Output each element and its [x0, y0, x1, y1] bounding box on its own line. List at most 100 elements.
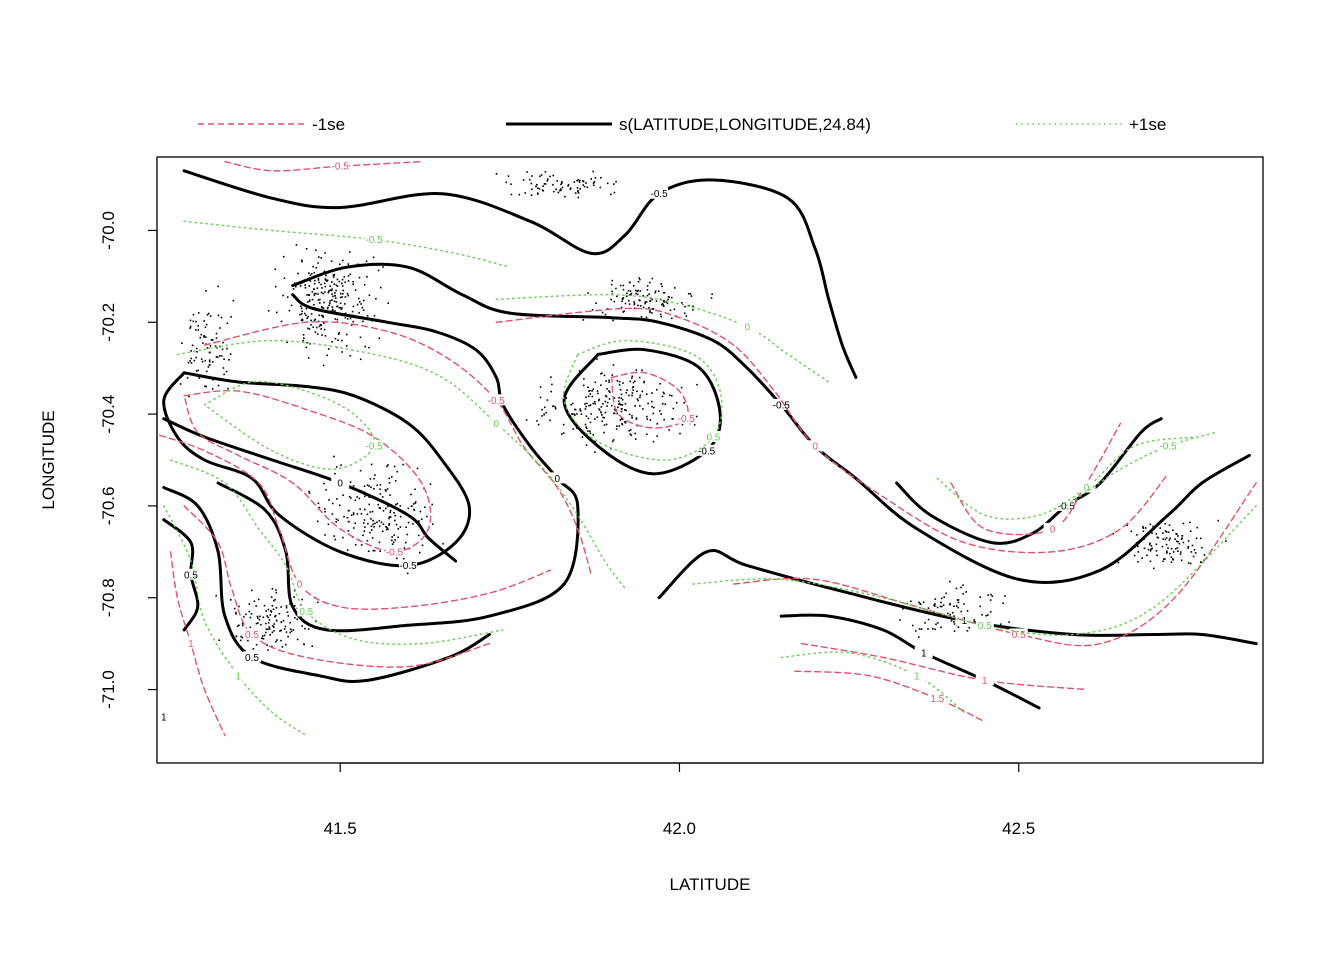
- data-point: [333, 273, 336, 276]
- data-point: [306, 301, 309, 303]
- data-point: [625, 295, 628, 298]
- data-point: [570, 404, 572, 406]
- data-point: [684, 305, 686, 308]
- data-point: [344, 312, 347, 315]
- data-point: [587, 417, 590, 420]
- data-point: [640, 316, 643, 318]
- data-point: [301, 259, 303, 262]
- data-point: [336, 318, 339, 321]
- data-point: [653, 406, 655, 409]
- data-point: [346, 516, 349, 519]
- data-point: [572, 428, 574, 430]
- contour-line: [162, 371, 472, 568]
- contour-label-bg: [290, 577, 309, 589]
- data-point: [539, 396, 542, 399]
- contour-label-bg: [928, 692, 947, 704]
- data-point: [1157, 537, 1160, 539]
- data-point: [358, 312, 360, 314]
- data-point: [1126, 524, 1129, 526]
- data-point: [312, 326, 314, 328]
- data-point: [387, 528, 389, 530]
- data-point: [601, 414, 603, 416]
- data-point: [683, 401, 685, 404]
- data-point: [396, 502, 399, 505]
- data-point: [957, 599, 960, 601]
- data-point: [1151, 532, 1153, 534]
- data-point: [1148, 543, 1151, 546]
- data-point: [366, 484, 369, 486]
- data-point: [605, 395, 608, 398]
- contour-line: [169, 459, 504, 646]
- data-point: [594, 403, 596, 405]
- data-point: [669, 394, 671, 396]
- data-point: [950, 620, 953, 622]
- data-point: [638, 277, 640, 279]
- data-point: [363, 485, 366, 487]
- data-point: [538, 188, 541, 190]
- data-point: [294, 605, 296, 607]
- data-point: [629, 290, 632, 292]
- data-point: [424, 506, 426, 508]
- data-point: [273, 629, 275, 632]
- data-point: [1177, 550, 1179, 552]
- data-point: [304, 312, 306, 315]
- data-point: [304, 284, 306, 286]
- data-point: [208, 351, 211, 354]
- data-point: [573, 413, 576, 416]
- data-point: [1152, 525, 1154, 528]
- data-point: [334, 318, 337, 320]
- data-point: [949, 603, 951, 605]
- data-point: [372, 549, 375, 552]
- data-point: [612, 439, 615, 441]
- data-point: [663, 301, 665, 303]
- data-point: [652, 440, 655, 443]
- contour-label-bg: [677, 412, 696, 424]
- data-point: [412, 523, 414, 525]
- data-point: [635, 417, 638, 419]
- data-point: [344, 303, 346, 305]
- data-point: [370, 463, 373, 466]
- data-point: [267, 608, 270, 611]
- data-point: [304, 627, 306, 630]
- data-point: [631, 392, 634, 394]
- data-point: [227, 387, 229, 390]
- data-point: [331, 281, 333, 283]
- data-point: [657, 290, 660, 292]
- data-point: [387, 302, 389, 304]
- data-point: [585, 415, 588, 417]
- data-point: [591, 309, 594, 311]
- data-point: [957, 626, 960, 628]
- data-point: [301, 310, 303, 313]
- data-point: [334, 294, 336, 297]
- data-point: [597, 392, 599, 395]
- data-point: [226, 322, 229, 325]
- contour-line: [162, 417, 458, 563]
- data-point: [267, 616, 270, 619]
- data-point: [616, 425, 618, 427]
- data-point: [621, 418, 624, 421]
- data-point: [373, 549, 376, 552]
- data-point: [328, 348, 330, 350]
- data-point: [624, 402, 627, 405]
- data-point: [582, 319, 585, 321]
- data-point: [241, 622, 244, 625]
- data-point: [651, 405, 653, 408]
- data-point: [283, 628, 286, 630]
- data-point: [280, 320, 283, 323]
- data-point: [339, 504, 341, 507]
- data-point: [313, 288, 315, 291]
- data-point: [665, 301, 667, 303]
- data-point: [603, 374, 606, 377]
- data-point: [674, 287, 676, 289]
- data-point: [313, 282, 316, 285]
- data-point: [557, 191, 560, 194]
- data-point: [389, 509, 392, 512]
- data-point: [966, 630, 969, 632]
- data-point: [215, 594, 217, 597]
- data-point: [359, 358, 362, 361]
- data-point: [371, 537, 374, 539]
- data-point: [223, 373, 225, 376]
- data-point: [321, 287, 323, 289]
- data-point: [608, 390, 610, 392]
- data-point: [347, 263, 350, 265]
